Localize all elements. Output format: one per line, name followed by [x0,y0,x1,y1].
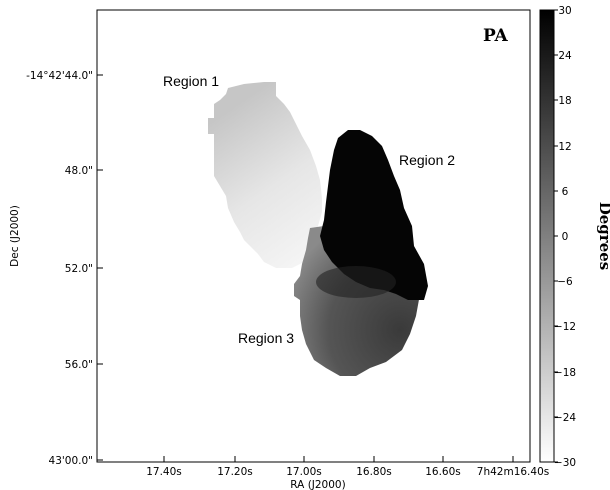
y-tick-label: 52.0" [65,263,93,275]
colorbar-tick-label: −6 [557,276,573,288]
x-axis: 17.40s 17.20s 17.00s 16.80s 16.60s 7h42m… [146,456,549,478]
colorbar-tick-label: 0 [562,231,569,243]
region1-blob [208,82,322,268]
region2-core-fade [316,266,396,298]
y-tick-label: 48.0" [65,165,93,177]
colorbar [539,9,555,463]
colorbar-tick-label: 18 [558,95,571,107]
colorbar-tick-label: −24 [554,412,576,424]
pa-map-image [208,82,428,376]
colorbar-tick-label: 24 [558,50,572,62]
colorbar-tick-label: −18 [554,367,576,379]
y-tick-label: -14°42'44.0" [26,70,93,82]
x-axis-title: RA (J2000) [290,479,345,490]
x-tick-label: 16.60s [425,466,461,478]
x-tick-label: 7h42m16.40s [477,466,549,478]
colorbar-tick-label: 30 [558,5,571,17]
x-tick-label: 17.40s [146,466,182,478]
x-tick-label: 17.00s [286,466,322,478]
colorbar-tick-label: 6 [562,186,569,198]
y-axis: -14°42'44.0" 48.0" 52.0" 56.0" 43'00.0" [26,70,103,467]
y-axis-title: Dec (J2000) [9,205,21,267]
x-tick-label: 16.80s [356,466,392,478]
region3-label: Region 3 [238,330,294,346]
y-tick-label: 43'00.0" [49,455,93,467]
x-tick-label: 17.20s [217,466,253,478]
colorbar-ticks: 30 24 18 12 6 0 −6 −12 −18 −24 −30 [554,5,576,469]
region2-blob [320,130,428,300]
region1-label: Region 1 [163,73,219,89]
colorbar-label: Degrees [596,202,610,270]
region3-blob [294,226,420,376]
pa-label: PA [483,26,509,46]
colorbar-tick-label: 12 [558,141,571,153]
y-tick-label: 56.0" [65,359,93,371]
region2-label: Region 2 [399,152,455,168]
colorbar-tick-label: −30 [554,457,576,469]
colorbar-tick-label: −12 [554,321,576,333]
